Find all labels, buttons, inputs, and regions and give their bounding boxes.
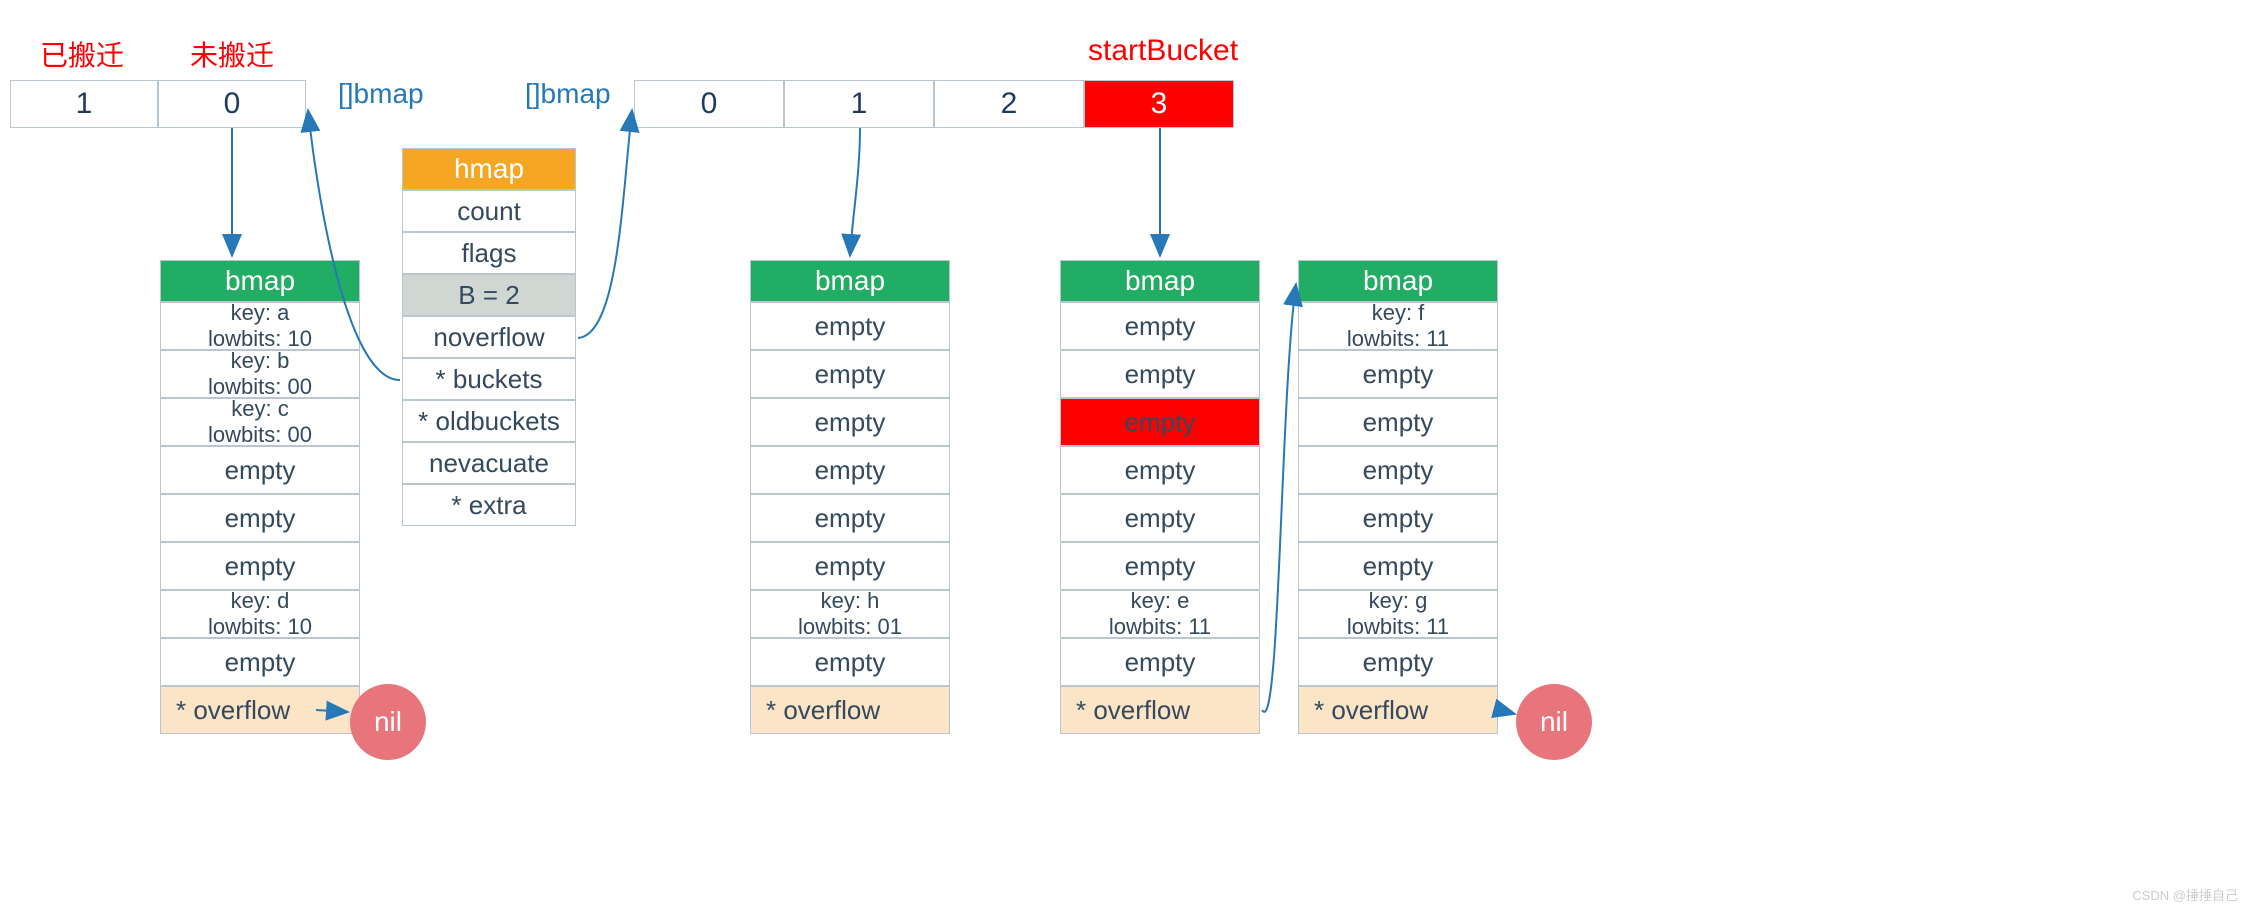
lowbits-line: lowbits: 01 (798, 614, 902, 640)
old-array-cell: 0 (158, 80, 306, 128)
bucket-4-cell: empty (1298, 638, 1498, 686)
hmap-row: * oldbuckets (402, 400, 576, 442)
bucket-2-cell: empty (750, 302, 950, 350)
bucket-3-cell: empty (1060, 350, 1260, 398)
lowbits-line: lowbits: 10 (208, 614, 312, 640)
bucket-3-cell: empty (1060, 494, 1260, 542)
new-array-cell: 0 (634, 80, 784, 128)
bucket-2-cell: empty (750, 446, 950, 494)
hmap-row: count (402, 190, 576, 232)
key-line: key: e (1131, 588, 1190, 614)
new-array-cell: 3 (1084, 80, 1234, 128)
key-line: key: g (1369, 588, 1428, 614)
bucket-3-cell: empty (1060, 638, 1260, 686)
bucket-3-header: bmap (1060, 260, 1260, 302)
bucket-4-cell: key: flowbits: 11 (1298, 302, 1498, 350)
bucket-1-overflow: * overflow (160, 686, 360, 734)
bucket-4-overflow: * overflow (1298, 686, 1498, 734)
bucket-1-cell: empty (160, 638, 360, 686)
key-line: key: d (231, 588, 290, 614)
label-start-bucket: startBucket (1088, 34, 1238, 68)
nil-2: nil (1516, 684, 1592, 760)
key-line: key: f (1372, 300, 1425, 326)
new-array-cell: 2 (934, 80, 1084, 128)
hmap-row: flags (402, 232, 576, 274)
bucket-3-cell: empty (1060, 302, 1260, 350)
lowbits-line: lowbits: 11 (1109, 614, 1211, 640)
key-line: key: h (821, 588, 880, 614)
bucket-3-overflow: * overflow (1060, 686, 1260, 734)
key-line: key: a (231, 300, 290, 326)
bucket-4-cell: empty (1298, 542, 1498, 590)
bucket-2-cell: key: hlowbits: 01 (750, 590, 950, 638)
watermark: CSDN @捶捶自己 (2132, 885, 2238, 904)
bucket-2-cell: empty (750, 638, 950, 686)
bucket-1-header: bmap (160, 260, 360, 302)
bucket-1-cell: key: blowbits: 00 (160, 350, 360, 398)
lowbits-line: lowbits: 11 (1347, 326, 1449, 352)
key-line: key: c (231, 396, 288, 422)
bucket-3-cell: key: elowbits: 11 (1060, 590, 1260, 638)
bucket-4-cell: empty (1298, 398, 1498, 446)
label-bmap-arr-2: []bmap (525, 78, 611, 110)
bucket-4-cell: key: glowbits: 11 (1298, 590, 1498, 638)
bucket-2-cell: empty (750, 542, 950, 590)
label-bmap-arr-1: []bmap (338, 78, 424, 110)
bucket-4-header: bmap (1298, 260, 1498, 302)
hmap-header: hmap (402, 148, 576, 190)
hmap-row: noverflow (402, 316, 576, 358)
old-array-cell: 1 (10, 80, 158, 128)
bucket-1-cell: empty (160, 494, 360, 542)
bucket-2-cell: empty (750, 494, 950, 542)
new-array-cell: 1 (784, 80, 934, 128)
hmap-row: B = 2 (402, 274, 576, 316)
bucket-1-cell: key: dlowbits: 10 (160, 590, 360, 638)
bucket-3-cell: empty (1060, 542, 1260, 590)
key-line: key: b (231, 348, 290, 374)
lowbits-line: lowbits: 00 (208, 422, 312, 448)
nil-1: nil (350, 684, 426, 760)
hmap-row: * buckets (402, 358, 576, 400)
hmap-row: nevacuate (402, 442, 576, 484)
bucket-2-cell: empty (750, 398, 950, 446)
bucket-1-cell: empty (160, 542, 360, 590)
bucket-3-cell: empty (1060, 446, 1260, 494)
bucket-1-cell: key: alowbits: 10 (160, 302, 360, 350)
bucket-3-cell: empty (1060, 398, 1260, 446)
bucket-4-cell: empty (1298, 494, 1498, 542)
bucket-1-cell: empty (160, 446, 360, 494)
bucket-4-cell: empty (1298, 350, 1498, 398)
bucket-2-cell: empty (750, 350, 950, 398)
bucket-2-overflow: * overflow (750, 686, 950, 734)
bucket-4-cell: empty (1298, 446, 1498, 494)
lowbits-line: lowbits: 11 (1347, 614, 1449, 640)
label-not-moved: 未搬迁 (190, 34, 274, 74)
hmap-row: * extra (402, 484, 576, 526)
bucket-1-cell: key: clowbits: 00 (160, 398, 360, 446)
bucket-2-header: bmap (750, 260, 950, 302)
label-moved: 已搬迁 (40, 34, 124, 74)
